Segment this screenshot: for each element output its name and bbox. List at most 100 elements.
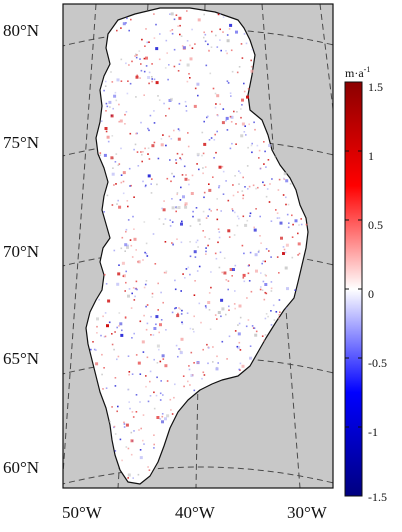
data-pixel (234, 290, 236, 292)
data-pixel (185, 268, 188, 270)
data-pixel (180, 290, 182, 292)
data-pixel (128, 288, 131, 290)
data-pixel (140, 121, 142, 124)
data-pixel (120, 80, 123, 82)
data-pixel (142, 414, 145, 416)
data-pixel (197, 94, 199, 97)
data-pixel (300, 223, 303, 226)
data-pixel (186, 10, 188, 12)
data-pixel (248, 185, 251, 188)
data-pixel (249, 356, 253, 360)
data-pixel (145, 56, 148, 60)
data-pixel (226, 358, 228, 360)
data-pixel (203, 374, 206, 376)
data-pixel (192, 328, 194, 330)
data-pixel (139, 77, 141, 79)
data-pixel (125, 230, 127, 233)
data-pixel (234, 175, 236, 177)
data-pixel (226, 80, 229, 82)
colorbar-unit: m·a-1 (345, 65, 371, 80)
data-pixel (135, 132, 137, 135)
data-pixel (151, 78, 153, 80)
data-pixel (237, 332, 241, 336)
data-pixel (125, 423, 129, 427)
data-pixel (147, 153, 149, 155)
data-pixel (242, 277, 245, 279)
data-pixel (193, 104, 197, 108)
data-pixel (241, 104, 243, 106)
data-pixel (101, 353, 103, 356)
data-pixel (159, 399, 162, 401)
data-pixel (261, 289, 264, 291)
data-pixel (229, 92, 232, 94)
data-pixel (148, 71, 151, 74)
data-pixel (232, 209, 234, 212)
data-pixel (151, 76, 153, 78)
data-pixel (157, 309, 159, 311)
data-pixel (232, 268, 235, 271)
data-pixel (229, 115, 232, 118)
data-pixel (179, 308, 182, 310)
data-pixel (132, 477, 134, 479)
data-pixel (116, 282, 120, 286)
data-pixel (202, 167, 204, 169)
data-pixel (203, 196, 205, 199)
data-pixel (120, 247, 123, 250)
data-pixel (148, 41, 150, 43)
data-pixel (149, 395, 152, 397)
data-pixel (148, 129, 150, 132)
data-pixel (285, 179, 289, 183)
data-pixel (217, 228, 220, 230)
data-pixel (218, 266, 221, 269)
data-pixel (244, 186, 246, 188)
data-pixel (260, 272, 262, 274)
data-pixel (120, 181, 123, 184)
data-pixel (221, 340, 224, 343)
data-pixel (233, 303, 236, 305)
data-pixel (164, 218, 167, 220)
data-pixel (205, 253, 207, 255)
data-pixel (240, 108, 242, 110)
data-pixel (247, 88, 250, 90)
data-pixel (216, 218, 219, 221)
data-pixel (210, 210, 212, 212)
data-pixel (274, 155, 276, 158)
data-pixel (265, 313, 268, 315)
data-pixel (288, 222, 290, 224)
data-pixel (120, 147, 122, 150)
data-pixel (132, 287, 135, 289)
data-pixel (222, 16, 225, 18)
data-pixel (103, 211, 105, 213)
data-pixel (217, 114, 219, 117)
data-pixel (191, 47, 194, 49)
data-pixel (126, 245, 129, 249)
data-pixel (135, 411, 138, 413)
data-pixel (145, 328, 148, 331)
data-pixel (200, 321, 202, 324)
data-pixel (262, 280, 265, 283)
data-pixel (184, 202, 188, 206)
data-pixel (246, 297, 248, 299)
data-pixel (229, 23, 233, 27)
data-pixel (237, 346, 241, 350)
data-pixel (212, 361, 214, 363)
data-pixel (188, 179, 190, 181)
data-pixel (113, 348, 115, 351)
data-pixel (190, 192, 194, 195)
data-pixel (147, 400, 150, 403)
data-pixel (138, 429, 140, 431)
data-pixel (264, 273, 267, 276)
data-pixel (132, 416, 135, 418)
data-pixel (137, 473, 140, 476)
data-pixel (119, 438, 122, 441)
data-pixel (146, 255, 149, 257)
data-pixel (270, 281, 273, 283)
data-pixel (222, 108, 225, 110)
data-pixel (225, 119, 227, 122)
data-pixel (278, 217, 281, 219)
data-pixel (163, 102, 165, 105)
data-pixel (139, 320, 142, 323)
data-pixel (297, 242, 301, 246)
data-pixel (261, 262, 263, 265)
data-pixel (98, 298, 100, 301)
